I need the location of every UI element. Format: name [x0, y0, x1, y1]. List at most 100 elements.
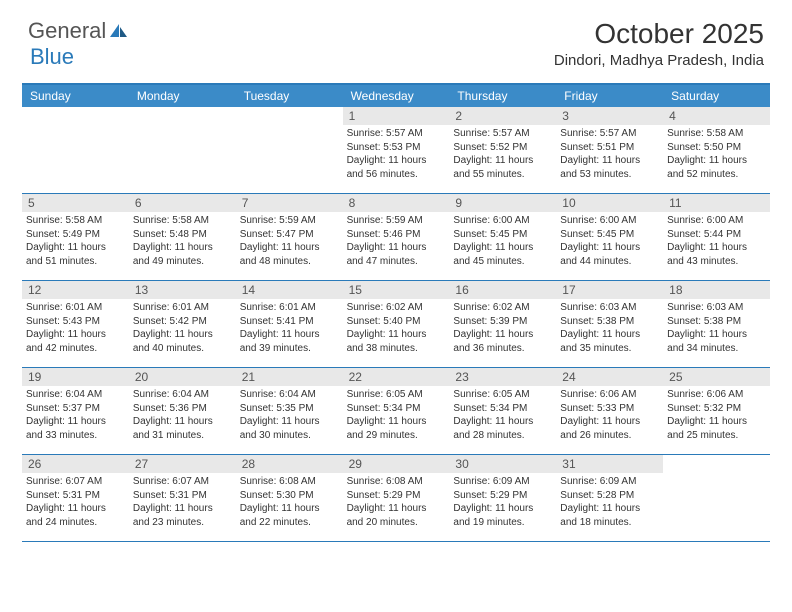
sunset-line: Sunset: 5:37 PM: [26, 402, 125, 416]
sunset-line: Sunset: 5:39 PM: [453, 315, 552, 329]
day-details: Sunrise: 6:01 AMSunset: 5:41 PMDaylight:…: [236, 299, 343, 359]
sunset-line: Sunset: 5:34 PM: [347, 402, 446, 416]
sunset-line: Sunset: 5:52 PM: [453, 141, 552, 155]
sunrise-line: Sunrise: 6:04 AM: [133, 388, 232, 402]
day-details: Sunrise: 5:59 AMSunset: 5:47 PMDaylight:…: [236, 212, 343, 272]
day-number: 15: [343, 281, 450, 299]
sunset-line: Sunset: 5:33 PM: [560, 402, 659, 416]
location-text: Dindori, Madhya Pradesh, India: [554, 52, 764, 69]
day-cell: 28Sunrise: 6:08 AMSunset: 5:30 PMDayligh…: [236, 455, 343, 541]
sunrise-line: Sunrise: 5:59 AM: [347, 214, 446, 228]
sail-icon: [108, 22, 130, 40]
day-cell: 4Sunrise: 5:58 AMSunset: 5:50 PMDaylight…: [663, 107, 770, 193]
daylight-line: Daylight: 11 hours and 56 minutes.: [347, 154, 446, 181]
day-cell: 6Sunrise: 5:58 AMSunset: 5:48 PMDaylight…: [129, 194, 236, 280]
weekday-tuesday: Tuesday: [236, 85, 343, 107]
day-cell-empty: .: [129, 107, 236, 193]
sunset-line: Sunset: 5:29 PM: [453, 489, 552, 503]
daylight-line: Daylight: 11 hours and 20 minutes.: [347, 502, 446, 529]
daylight-line: Daylight: 11 hours and 44 minutes.: [560, 241, 659, 268]
day-number: 29: [343, 455, 450, 473]
day-cell: 29Sunrise: 6:08 AMSunset: 5:29 PMDayligh…: [343, 455, 450, 541]
daylight-line: Daylight: 11 hours and 18 minutes.: [560, 502, 659, 529]
day-cell: 17Sunrise: 6:03 AMSunset: 5:38 PMDayligh…: [556, 281, 663, 367]
day-cell: 12Sunrise: 6:01 AMSunset: 5:43 PMDayligh…: [22, 281, 129, 367]
weekday-sunday: Sunday: [22, 85, 129, 107]
day-cell: 30Sunrise: 6:09 AMSunset: 5:29 PMDayligh…: [449, 455, 556, 541]
day-number: 17: [556, 281, 663, 299]
day-details: Sunrise: 6:01 AMSunset: 5:43 PMDaylight:…: [22, 299, 129, 359]
day-cell: 8Sunrise: 5:59 AMSunset: 5:46 PMDaylight…: [343, 194, 450, 280]
sunrise-line: Sunrise: 6:04 AM: [26, 388, 125, 402]
day-details: Sunrise: 6:03 AMSunset: 5:38 PMDaylight:…: [556, 299, 663, 359]
day-number: 12: [22, 281, 129, 299]
day-number: 10: [556, 194, 663, 212]
day-number: 20: [129, 368, 236, 386]
day-details: Sunrise: 6:05 AMSunset: 5:34 PMDaylight:…: [343, 386, 450, 446]
day-number: 18: [663, 281, 770, 299]
sunset-line: Sunset: 5:35 PM: [240, 402, 339, 416]
day-cell: 15Sunrise: 6:02 AMSunset: 5:40 PMDayligh…: [343, 281, 450, 367]
sunrise-line: Sunrise: 5:58 AM: [667, 127, 766, 141]
day-details: Sunrise: 6:05 AMSunset: 5:34 PMDaylight:…: [449, 386, 556, 446]
week-row: 5Sunrise: 5:58 AMSunset: 5:49 PMDaylight…: [22, 194, 770, 281]
sunrise-line: Sunrise: 6:01 AM: [26, 301, 125, 315]
day-details: Sunrise: 6:02 AMSunset: 5:40 PMDaylight:…: [343, 299, 450, 359]
sunset-line: Sunset: 5:38 PM: [667, 315, 766, 329]
sunrise-line: Sunrise: 5:57 AM: [560, 127, 659, 141]
weekday-monday: Monday: [129, 85, 236, 107]
daylight-line: Daylight: 11 hours and 43 minutes.: [667, 241, 766, 268]
week-row: 12Sunrise: 6:01 AMSunset: 5:43 PMDayligh…: [22, 281, 770, 368]
sunrise-line: Sunrise: 6:03 AM: [560, 301, 659, 315]
day-number: 19: [22, 368, 129, 386]
daylight-line: Daylight: 11 hours and 47 minutes.: [347, 241, 446, 268]
day-cell: 19Sunrise: 6:04 AMSunset: 5:37 PMDayligh…: [22, 368, 129, 454]
daylight-line: Daylight: 11 hours and 30 minutes.: [240, 415, 339, 442]
day-cell: 18Sunrise: 6:03 AMSunset: 5:38 PMDayligh…: [663, 281, 770, 367]
sunset-line: Sunset: 5:41 PM: [240, 315, 339, 329]
day-cell-empty: .: [22, 107, 129, 193]
day-number: 11: [663, 194, 770, 212]
sunset-line: Sunset: 5:31 PM: [133, 489, 232, 503]
day-details: Sunrise: 6:08 AMSunset: 5:30 PMDaylight:…: [236, 473, 343, 533]
daylight-line: Daylight: 11 hours and 25 minutes.: [667, 415, 766, 442]
day-number: 26: [22, 455, 129, 473]
day-number: 13: [129, 281, 236, 299]
day-number: 30: [449, 455, 556, 473]
daylight-line: Daylight: 11 hours and 19 minutes.: [453, 502, 552, 529]
sunset-line: Sunset: 5:30 PM: [240, 489, 339, 503]
day-cell: 22Sunrise: 6:05 AMSunset: 5:34 PMDayligh…: [343, 368, 450, 454]
day-details: Sunrise: 6:04 AMSunset: 5:35 PMDaylight:…: [236, 386, 343, 446]
daylight-line: Daylight: 11 hours and 22 minutes.: [240, 502, 339, 529]
daylight-line: Daylight: 11 hours and 35 minutes.: [560, 328, 659, 355]
daylight-line: Daylight: 11 hours and 40 minutes.: [133, 328, 232, 355]
sunrise-line: Sunrise: 6:04 AM: [240, 388, 339, 402]
daylight-line: Daylight: 11 hours and 55 minutes.: [453, 154, 552, 181]
day-number: 1: [343, 107, 450, 125]
day-cell: 14Sunrise: 6:01 AMSunset: 5:41 PMDayligh…: [236, 281, 343, 367]
day-cell: 7Sunrise: 5:59 AMSunset: 5:47 PMDaylight…: [236, 194, 343, 280]
sunset-line: Sunset: 5:32 PM: [667, 402, 766, 416]
weekday-friday: Friday: [556, 85, 663, 107]
day-details: Sunrise: 6:09 AMSunset: 5:29 PMDaylight:…: [449, 473, 556, 533]
weekday-saturday: Saturday: [663, 85, 770, 107]
day-cell: 26Sunrise: 6:07 AMSunset: 5:31 PMDayligh…: [22, 455, 129, 541]
sunrise-line: Sunrise: 6:07 AM: [26, 475, 125, 489]
sunset-line: Sunset: 5:48 PM: [133, 228, 232, 242]
day-number: 16: [449, 281, 556, 299]
sunrise-line: Sunrise: 6:06 AM: [560, 388, 659, 402]
day-cell-empty: .: [663, 455, 770, 541]
sunrise-line: Sunrise: 6:09 AM: [453, 475, 552, 489]
day-details: Sunrise: 6:07 AMSunset: 5:31 PMDaylight:…: [129, 473, 236, 533]
day-number: 5: [22, 194, 129, 212]
sunset-line: Sunset: 5:43 PM: [26, 315, 125, 329]
day-number: 27: [129, 455, 236, 473]
sunrise-line: Sunrise: 5:57 AM: [453, 127, 552, 141]
sunrise-line: Sunrise: 6:08 AM: [240, 475, 339, 489]
daylight-line: Daylight: 11 hours and 23 minutes.: [133, 502, 232, 529]
day-number: 3: [556, 107, 663, 125]
sunrise-line: Sunrise: 6:00 AM: [667, 214, 766, 228]
sunrise-line: Sunrise: 6:03 AM: [667, 301, 766, 315]
daylight-line: Daylight: 11 hours and 31 minutes.: [133, 415, 232, 442]
sunrise-line: Sunrise: 6:02 AM: [453, 301, 552, 315]
